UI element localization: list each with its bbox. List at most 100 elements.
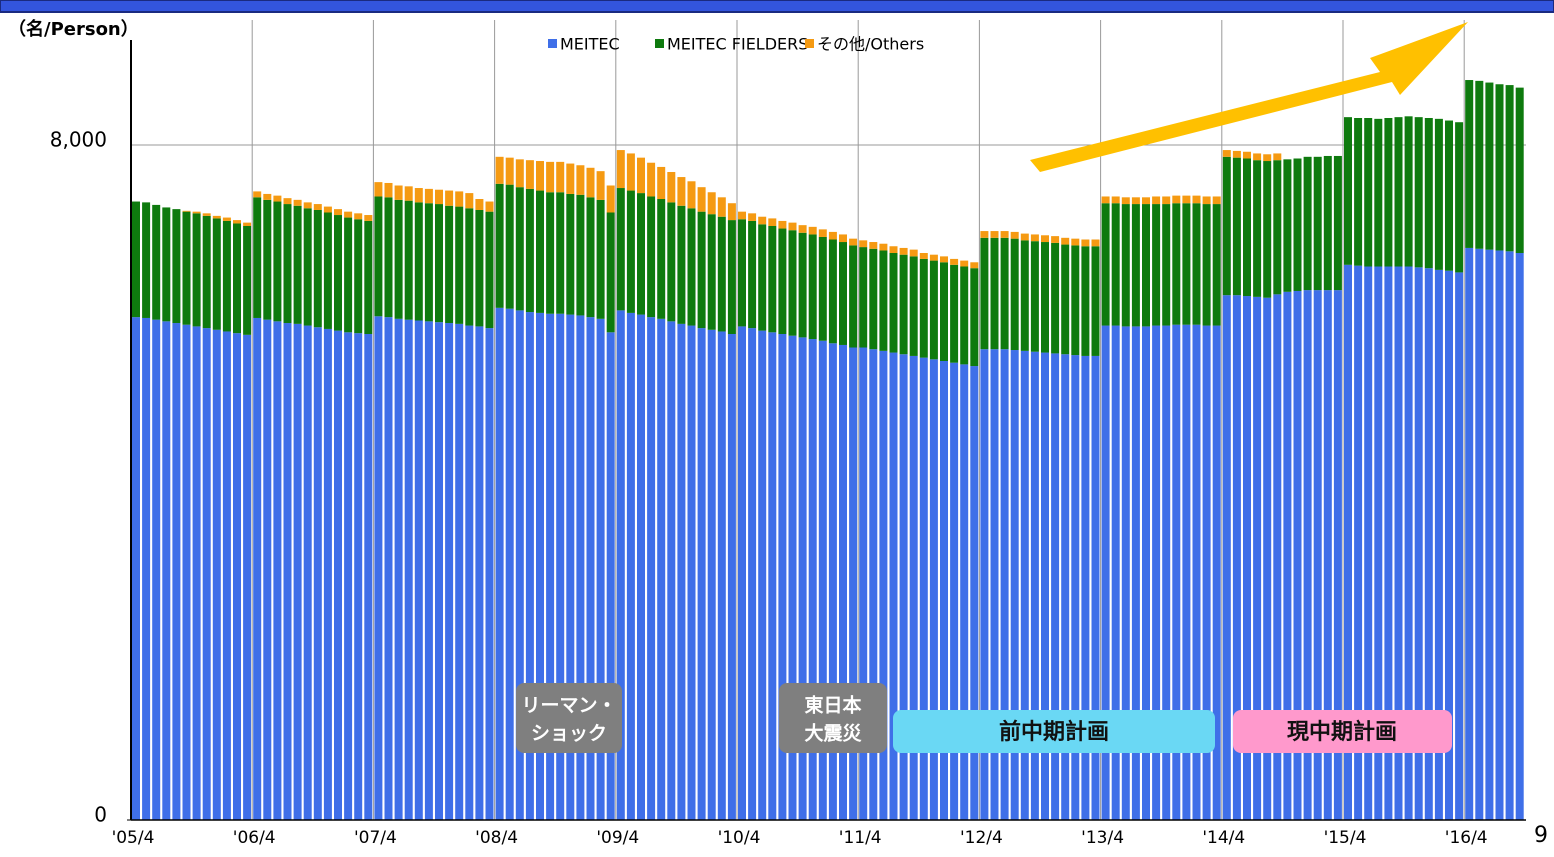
bar-segment: [142, 317, 151, 820]
bar-segment: [384, 182, 393, 198]
x-tick-label: '09/4: [596, 828, 639, 848]
bar-segment: [798, 225, 807, 233]
bar-segment: [1344, 264, 1352, 820]
bar-segment: [1253, 296, 1262, 820]
bar-segment: [647, 196, 656, 318]
bar-segment: [556, 161, 565, 193]
bar-segment: [626, 190, 635, 313]
bar-segment: [1131, 204, 1140, 327]
bar-segment: [788, 230, 797, 336]
bar-segment: [738, 326, 746, 820]
bar-segment: [758, 330, 767, 820]
bar-segment: [879, 250, 888, 351]
bar-segment: [929, 254, 938, 261]
bar-segment: [1081, 239, 1090, 247]
bar-segment: [303, 208, 312, 326]
bar-segment: [687, 325, 696, 820]
bar-segment: [1313, 290, 1322, 820]
bar-segment: [1323, 155, 1332, 291]
bar-segment: [414, 320, 423, 820]
bar-segment: [475, 199, 484, 210]
bar-segment: [1071, 355, 1080, 820]
bar-segment: [677, 177, 686, 206]
bar-segment: [505, 184, 514, 309]
annotation: 東日本: [804, 694, 861, 717]
bar-segment: [445, 190, 454, 206]
bar-segment: [818, 236, 827, 341]
bar-segment: [940, 262, 948, 361]
bar-segment: [495, 156, 504, 184]
bar-segment: [222, 331, 231, 820]
bar-segment: [283, 323, 292, 820]
bar-segment: [788, 335, 797, 820]
bar-segment: [768, 218, 777, 226]
bar-segment: [839, 234, 847, 243]
annotation: ショック: [531, 723, 607, 745]
bar-segment: [546, 313, 555, 820]
bar-segment: [475, 326, 484, 820]
bar-segment: [748, 220, 757, 329]
header-banner: [0, 0, 1554, 13]
bar-segment: [970, 268, 979, 367]
bar-segment: [556, 192, 565, 314]
bar-segment: [344, 217, 353, 333]
bar-segment: [707, 329, 716, 820]
bar-segment: [1222, 150, 1231, 157]
bar-segment: [323, 212, 332, 329]
bar-segment: [566, 193, 575, 315]
bar-segment: [990, 349, 999, 820]
bar-segment: [909, 249, 918, 257]
bar-segment: [657, 166, 666, 199]
bar-segment: [1142, 326, 1150, 820]
bar-segment: [950, 362, 959, 820]
bar-segment: [142, 202, 151, 318]
bar-segment: [576, 315, 585, 820]
bar-segment: [899, 254, 908, 355]
bar-segment: [1172, 324, 1181, 820]
bar-segment: [616, 150, 625, 189]
bar-segment: [384, 317, 393, 820]
bar-segment: [647, 317, 656, 820]
bar-segment: [1172, 203, 1181, 325]
bar-segment: [687, 181, 696, 209]
bar-segment: [1010, 231, 1019, 239]
bar-segment: [909, 355, 918, 820]
bar-segment: [849, 347, 858, 820]
bar-segment: [758, 224, 767, 331]
bar-segment: [1404, 266, 1413, 820]
bar-segment: [566, 163, 575, 194]
bar-segment: [1333, 290, 1342, 820]
bar-segment: [132, 317, 140, 820]
legend-swatch: [805, 39, 814, 48]
bar-segment: [1323, 290, 1332, 820]
bar-segment: [667, 202, 676, 322]
bar-segment: [374, 182, 383, 197]
bar-segment: [546, 161, 555, 193]
bar-segment: [1041, 235, 1049, 243]
bar-segment: [233, 223, 241, 334]
bar-segment: [1374, 266, 1383, 820]
bar-segment: [1131, 197, 1140, 205]
bar-segment: [1051, 353, 1060, 820]
bar-segment: [1475, 248, 1484, 820]
bar-segment: [233, 333, 241, 820]
bar-segment: [616, 310, 625, 820]
bar-segment: [697, 187, 706, 212]
bar-segment: [132, 201, 140, 318]
bar-segment: [364, 334, 373, 820]
bar-segment: [1162, 204, 1171, 326]
bar-segment: [919, 253, 928, 259]
bar-segment: [354, 219, 363, 334]
bar-segment: [1283, 291, 1292, 820]
bar-segment: [536, 161, 544, 191]
bar-segment: [798, 232, 807, 338]
bar-segment: [859, 240, 868, 248]
bar-segment: [394, 199, 403, 319]
bar-segment: [455, 191, 464, 207]
bar-segment: [525, 160, 534, 189]
bar-segment: [354, 213, 363, 220]
bar-segment: [1020, 350, 1029, 820]
bar-segment: [828, 343, 837, 820]
bar-segment: [546, 192, 555, 314]
